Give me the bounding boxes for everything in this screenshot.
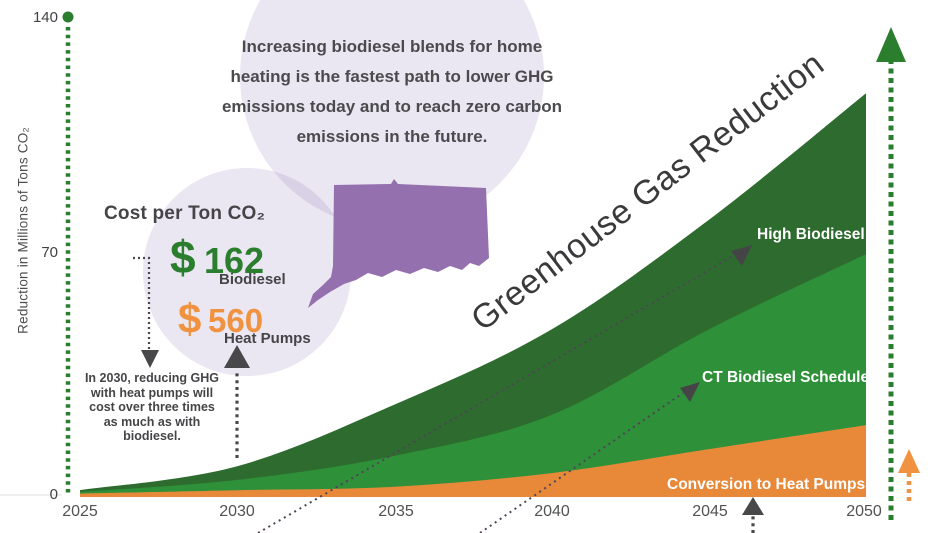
x-tick-2045: 2045 xyxy=(692,503,728,520)
x-tick-2025: 2025 xyxy=(62,503,98,520)
heat-pumps-amount: 560 xyxy=(208,302,264,339)
y-axis-cap-dot xyxy=(62,11,74,23)
arrow-line-ct-schedule xyxy=(479,392,684,533)
orange-growth-arrowhead-icon xyxy=(898,449,920,473)
arrowhead-heat-pumps-icon xyxy=(742,497,764,515)
arrowhead-ct-schedule-icon xyxy=(680,382,700,402)
arrowhead-2030-to-bubble-icon xyxy=(224,345,250,368)
arrow-line-bubble-to-note xyxy=(133,256,151,349)
x-tick-2050: 2050 xyxy=(846,503,882,520)
message-bubble-circle xyxy=(240,0,544,228)
x-tick-2040: 2040 xyxy=(534,503,570,520)
annotation-2030: In 2030, reducing GHG with heat pumps wi… xyxy=(78,371,226,444)
arrow-line-high-biodiesel xyxy=(257,255,734,533)
message-bubble-text: Increasing biodiesel blends for home hea… xyxy=(192,32,592,152)
x-tick-2035: 2035 xyxy=(378,503,414,520)
biodiesel-amount: 162 xyxy=(204,240,265,281)
heat-pumps-cost-label: Heat Pumps xyxy=(224,330,311,347)
annotation-line-1: In 2030, reducing GHG xyxy=(84,371,220,385)
y-tick-70: 70 xyxy=(41,244,58,261)
annotation-line-2: with heat pumps will xyxy=(90,385,214,400)
cost-heading: Cost per Ton CO₂ xyxy=(104,203,266,224)
annotation-line-4: as much as with xyxy=(103,414,201,429)
label-ct-biodiesel-schedule: CT Biodiesel Schedule xyxy=(702,369,870,386)
annotation-line-5: biodiesel. xyxy=(123,429,181,443)
label-high-biodiesel: High Biodiesel xyxy=(757,226,865,243)
message-line-4: emissions in the future. xyxy=(296,127,488,146)
biodiesel-dollar-icon: $ xyxy=(170,231,196,283)
arrowhead-high-biodiesel-icon xyxy=(731,245,752,266)
message-line-1: Increasing biodiesel blends for home xyxy=(241,37,543,56)
area-ct-biodiesel-schedule xyxy=(80,254,866,497)
label-conversion-heat-pumps: Conversion to Heat Pumps xyxy=(667,476,866,493)
green-growth-arrowhead-icon xyxy=(876,27,906,62)
message-line-3: emissions today and to reach zero carbon xyxy=(221,97,563,116)
x-tick-2030: 2030 xyxy=(219,503,255,520)
biodiesel-label: Biodiesel xyxy=(219,271,286,288)
annotation-line-3: cost over three times xyxy=(89,400,215,414)
y-tick-0: 0 xyxy=(49,486,58,503)
arrowhead-bubble-to-note-icon xyxy=(141,350,159,368)
y-tick-140: 140 xyxy=(32,9,58,26)
area-conversion-heat-pumps xyxy=(80,425,866,497)
connecticut-map-icon xyxy=(308,179,489,308)
cost-bubble-circle xyxy=(143,168,351,376)
message-line-2: heating is the fastest path to lower GHG xyxy=(230,67,554,86)
heat-pumps-dollar-icon: $ xyxy=(178,295,202,342)
y-axis-title: Reduction in Millions of Tons CO₂ xyxy=(15,127,31,334)
